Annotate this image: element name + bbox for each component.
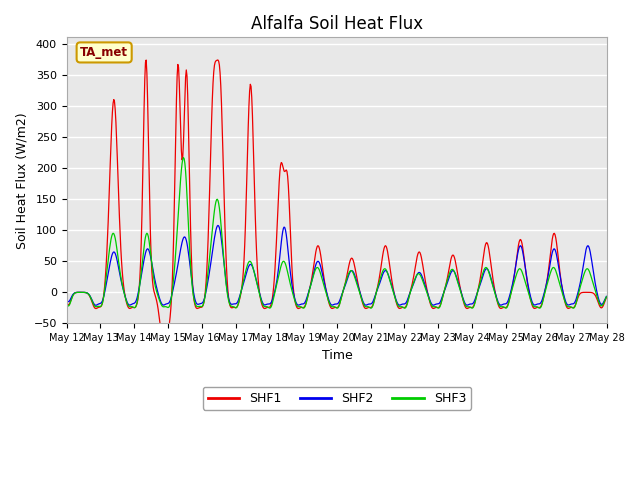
SHF3 (603, 294, 611, 300)
Line: SHF1: SHF1 (67, 60, 607, 346)
SHF3 (423, 290, 431, 296)
Title: Alfalfa Soil Heat Flux: Alfalfa Soil Heat Flux (251, 15, 423, 33)
SHF3 (126, 304, 134, 310)
SHF3 (226, 302, 234, 308)
SHF1 (214, 57, 222, 63)
SHF2 (253, 281, 261, 287)
SHF1 (126, 306, 134, 312)
SHF1 (424, 290, 431, 296)
X-axis label: Time: Time (321, 348, 352, 362)
SHF3 (253, 280, 260, 286)
Line: SHF3: SHF3 (67, 157, 607, 308)
SHF2 (274, 272, 282, 277)
SHF2 (63, 297, 70, 303)
SHF1 (394, 303, 401, 309)
SHF2 (92, 302, 99, 308)
SHF2 (227, 301, 234, 307)
SHF1 (161, 343, 168, 348)
SHF1 (63, 300, 70, 305)
SHF2 (127, 302, 134, 308)
SHF3 (273, 280, 281, 286)
Legend: SHF1, SHF2, SHF3: SHF1, SHF2, SHF3 (203, 387, 471, 410)
SHF3 (180, 155, 188, 160)
Text: TA_met: TA_met (80, 46, 128, 59)
Line: SHF2: SHF2 (67, 226, 607, 305)
Y-axis label: Soil Heat Flux (W/m2): Soil Heat Flux (W/m2) (15, 112, 28, 249)
SHF1 (227, 304, 234, 310)
SHF1 (253, 265, 261, 271)
SHF3 (63, 300, 70, 306)
SHF2 (214, 223, 222, 228)
SHF1 (603, 295, 611, 300)
SHF2 (394, 300, 401, 306)
SHF2 (424, 290, 431, 296)
SHF1 (274, 208, 282, 214)
SHF2 (603, 293, 611, 299)
SHF3 (393, 300, 401, 306)
SHF3 (570, 305, 577, 311)
